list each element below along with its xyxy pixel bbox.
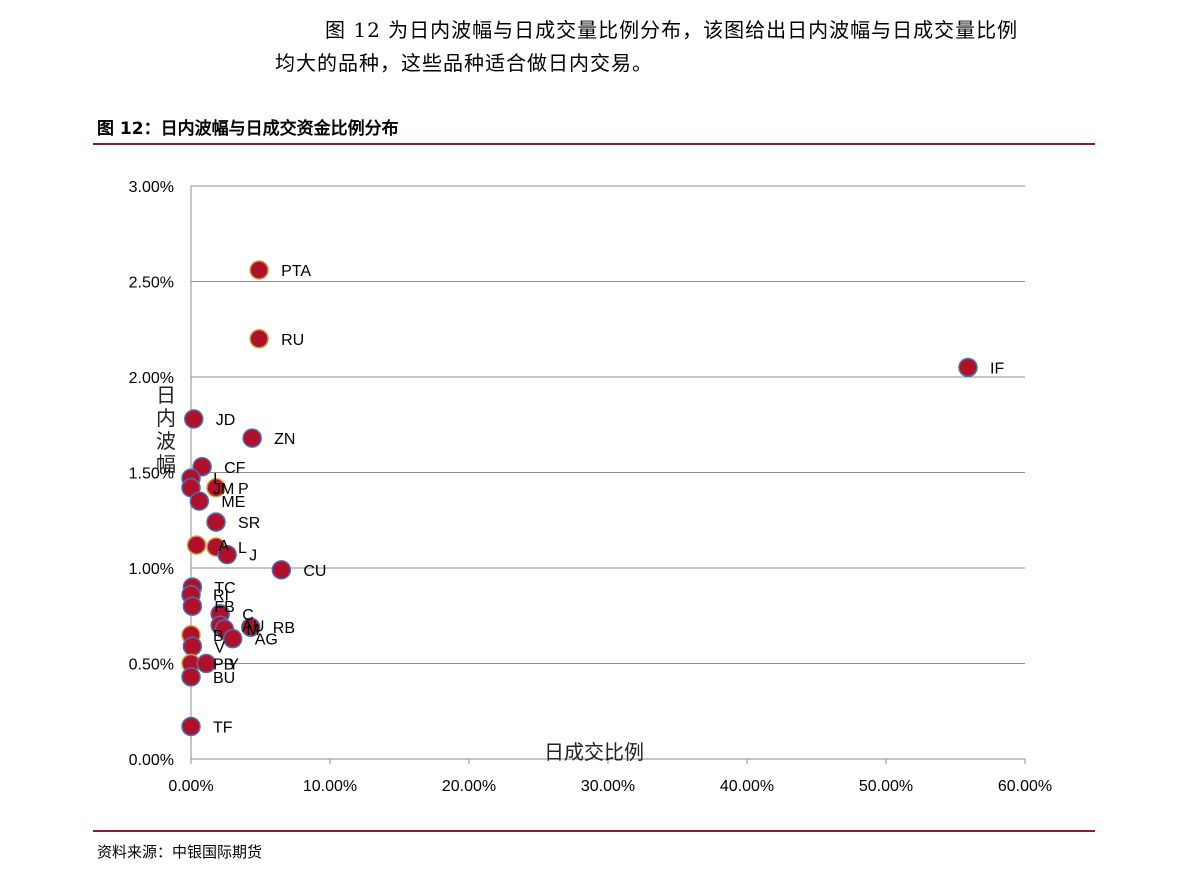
y-tick-label: 0.50% [129,657,174,674]
point-label-sr: SR [238,515,260,532]
point-label-ri: RI [213,588,229,605]
point-label-if: IF [990,360,1004,377]
figure-title: 图 12：日内波幅与日成交资金比例分布 [97,119,399,139]
y-tick-label: 2.00% [129,370,174,387]
data-points [181,260,978,737]
y-tick-label: 1.50% [129,466,174,483]
x-tick-label: 0.00% [168,778,213,795]
data-point-sr [206,512,226,532]
point-label-fb: FB [214,599,234,616]
y-tick-labels: 0.00% 0.50% 1.00% 1.50% 2.00% 2.50% 3.00% [129,179,174,769]
point-label-jm: JM [213,481,234,498]
point-label-l: L [238,540,247,557]
data-point-zn [242,428,262,448]
intro-line-1: 图 12 为日内波幅与日成交量比例分布，该图给出日内波幅与日成交量比例 [325,18,1019,42]
point-label-cf: CF [224,460,246,477]
point-label-pb: PB [213,657,234,674]
data-point-cu [271,560,292,580]
point-label-au: AU [242,618,264,635]
y-tick-label: 3.00% [129,179,174,196]
data-point-j [217,544,237,565]
data-point-pta [249,260,269,280]
data-point-a [186,535,207,555]
x-axis-title: 日成交比例 [544,741,644,764]
point-label-c: C [242,607,254,624]
title-divider [93,143,1095,145]
y-axis-title-char: 日 [156,385,176,407]
point-label-tc: TC [214,580,235,597]
x-tick-label: 20.00% [442,778,496,795]
point-label-cu: CU [303,563,326,580]
point-label-j: J [249,548,257,565]
data-point-jd [184,409,204,429]
x-tick-label: 50.00% [859,778,913,795]
data-point-ru [249,329,269,349]
x-tick-label: 40.00% [720,778,774,795]
point-label-b: B [213,628,224,645]
grid-lines [190,185,1026,764]
data-point-y [196,653,217,674]
intro-paragraph: 图 12 为日内波幅与日成交量比例分布，该图给出日内波幅与日成交量比例 均大的品… [275,14,1105,80]
point-label-ru: RU [281,332,304,349]
x-tick-label: 30.00% [581,778,635,795]
y-axis-title: 日内波幅 [156,385,176,476]
point-label-v: V [214,639,225,656]
point-label-zn: ZN [274,431,295,448]
point-label-i: I [213,471,217,488]
data-point-p [206,478,226,498]
data-point-fb [182,596,203,616]
point-label-bu: BU [213,670,235,687]
y-tick-label: 2.50% [129,275,174,292]
y-axis-title-char: 幅 [156,453,176,476]
point-label-pta: PTA [281,263,311,280]
y-tick-label: 0.00% [129,752,174,769]
point-label-tf: TF [213,720,233,737]
data-point-me [189,491,210,511]
point-label-y: Y [228,657,239,674]
source-note: 资料来源：中银国际期货 [97,843,263,861]
point-label-p: P [238,481,249,498]
y-tick-label: 1.00% [129,561,174,578]
point-label-ag: AG [255,632,278,649]
y-axis-title-char: 波 [156,430,176,453]
x-tick-label: 10.00% [303,778,357,795]
point-label-jd: JD [216,412,236,429]
x-tick-label: 60.00% [998,778,1052,795]
x-tick-labels: 0.00% 10.00% 20.00% 30.00% 40.00% 50.00% 60.00… [168,778,1052,795]
data-point-ag [222,628,243,649]
data-point-v [182,636,203,657]
y-axis-title-char: 内 [156,407,176,430]
point-label-me: ME [221,494,245,511]
data-point-bu [181,667,201,687]
data-point-tf [181,716,201,737]
point-label-m: M [246,622,259,639]
data-point-rb [241,617,261,637]
footer-divider [93,830,1095,832]
point-label-rb: RB [273,620,295,637]
intro-line-2: 均大的品种，这些品种适合做日内交易。 [275,51,653,75]
point-label-a: A [219,538,230,555]
data-point-if [958,357,978,378]
